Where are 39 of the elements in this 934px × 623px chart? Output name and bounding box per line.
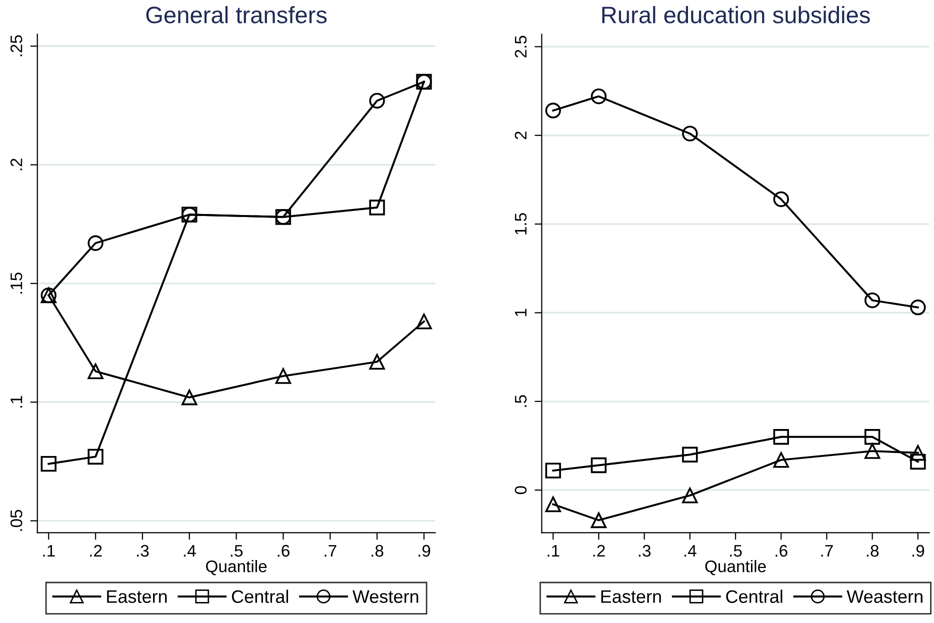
x-tick-label: .4 xyxy=(184,545,196,557)
x-tick-label: .4 xyxy=(684,545,696,557)
x-tick-label: .5 xyxy=(730,545,742,557)
x-tick-label: .8 xyxy=(372,544,384,557)
chart-title: General transfers xyxy=(146,6,327,24)
x-tick-label: .9 xyxy=(912,544,924,557)
chart-title: Rural education subsidies xyxy=(602,6,870,24)
y-tick-label: .5 xyxy=(514,395,527,407)
x-tick-label: .9 xyxy=(418,544,430,557)
y-tick-label: 1 xyxy=(514,308,526,316)
x-tick-label: .5 xyxy=(230,545,243,557)
x-axis-title: Quantile xyxy=(206,560,267,576)
y-tick-label: .25 xyxy=(10,35,22,56)
x-tick-label: .3 xyxy=(137,544,149,557)
x-tick-label: .1 xyxy=(43,545,55,557)
x-tick-label: .7 xyxy=(821,545,833,557)
x-tick-label: .7 xyxy=(324,545,336,557)
x-tick-label: .2 xyxy=(90,544,102,557)
y-tick-label: 1.5 xyxy=(514,213,527,234)
y-tick-label: .1 xyxy=(10,396,22,408)
x-tick-label: .1 xyxy=(548,545,560,557)
legend-label: Central xyxy=(726,590,782,603)
y-tick-label: 2.5 xyxy=(514,36,527,58)
x-tick-label: .3 xyxy=(638,544,651,557)
legend-label: Eastern xyxy=(107,590,167,603)
legend-label: Western xyxy=(352,590,418,603)
x-tick-label: .2 xyxy=(593,544,605,557)
y-tick-label: 0 xyxy=(514,486,527,494)
x-tick-label: .8 xyxy=(866,544,879,557)
y-tick-label: .15 xyxy=(10,272,22,294)
x-tick-label: .6 xyxy=(278,544,290,557)
x-axis-title: Quantile xyxy=(705,560,766,576)
legend-label: Central xyxy=(232,590,288,603)
legend-label: Weastern xyxy=(846,590,922,603)
legend-label: Eastern xyxy=(601,590,661,603)
y-tick-label: .2 xyxy=(10,158,22,170)
y-tick-label: 2 xyxy=(514,132,526,140)
y-tick-label: .05 xyxy=(10,510,22,531)
x-tick-label: .6 xyxy=(776,544,788,557)
